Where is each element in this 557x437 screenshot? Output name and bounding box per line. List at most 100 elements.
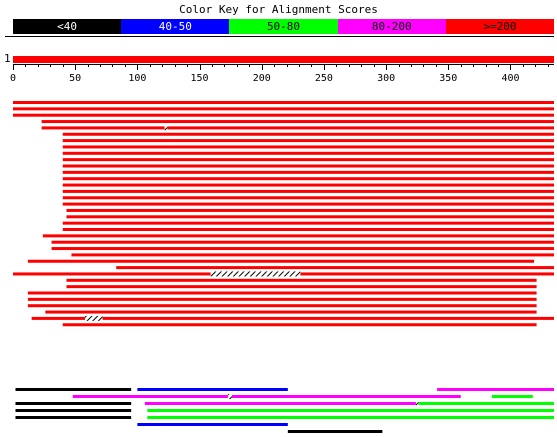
hit-segment	[41, 120, 554, 124]
hit-segment	[147, 409, 554, 412]
hit-segment	[45, 310, 537, 314]
hit-row	[66, 215, 555, 219]
hit-row	[62, 145, 554, 149]
hit-segment	[62, 177, 554, 181]
ruler-tick-label: 0	[10, 73, 16, 84]
hit-segment	[13, 107, 554, 111]
hit-segment	[491, 395, 533, 398]
key-50-80: 50-80	[229, 19, 338, 34]
hit-row	[27, 291, 537, 295]
hit-segment	[62, 170, 554, 174]
hit-segment	[66, 278, 537, 282]
hit-segment	[102, 316, 554, 320]
hit-row	[42, 234, 555, 238]
hit-segment	[13, 113, 554, 117]
hit-row	[71, 253, 554, 257]
hit-segment	[27, 297, 537, 301]
hit-segment	[51, 240, 555, 244]
hit-row	[41, 120, 554, 124]
key-gte200: >=200	[445, 19, 555, 34]
hit-segment	[116, 266, 555, 270]
hit-row	[13, 271, 554, 277]
hit-row	[41, 125, 554, 131]
hit-segment	[13, 101, 554, 104]
hit-row	[66, 208, 555, 212]
hit-segment	[27, 291, 537, 295]
key-label: 50-80	[266, 20, 301, 33]
key-80-200: 80-200	[337, 19, 446, 34]
hit-row	[137, 423, 288, 426]
hit-row	[15, 416, 554, 419]
hit-row	[62, 158, 554, 162]
hit-segment	[62, 164, 554, 168]
hit-segment	[62, 196, 554, 200]
hit-row	[13, 107, 554, 111]
hit-segment	[27, 304, 537, 308]
hit-row	[15, 401, 554, 406]
hit-segment	[62, 139, 554, 143]
hit-row	[62, 132, 554, 136]
hit-segment	[231, 395, 461, 398]
hit-segment	[62, 221, 554, 225]
ruler-tick-label: 400	[501, 73, 519, 84]
hit-row	[72, 394, 533, 399]
hit-row	[62, 228, 554, 231]
hit-row	[66, 278, 537, 282]
ruler-tick-label: 200	[253, 73, 271, 84]
hit-row	[13, 101, 554, 104]
ruler-tick-label: 50	[69, 73, 81, 84]
hit-gap	[85, 315, 103, 321]
hit-segment	[62, 183, 554, 187]
query-ruler: 0 50 100 150 200 250 300 350 400	[10, 56, 554, 84]
hit-segment	[42, 234, 555, 238]
hit-segment	[62, 202, 554, 206]
hit-segment	[62, 145, 554, 149]
hit-row	[51, 240, 555, 244]
hit-row	[27, 297, 537, 301]
hit-segment	[418, 402, 554, 405]
hit-list	[13, 101, 555, 433]
hit-row	[62, 151, 554, 155]
ruler-tick-label: 300	[377, 73, 395, 84]
hit-row	[66, 285, 537, 289]
hit-row	[62, 170, 554, 174]
ruler-tick-label: 100	[128, 73, 146, 84]
hit-segment	[137, 423, 288, 426]
hit-segment	[62, 189, 554, 193]
hit-row	[27, 304, 537, 308]
hit-segment	[71, 253, 554, 257]
hit-segment	[147, 416, 554, 419]
hit-segment	[62, 228, 554, 231]
hit-row	[62, 177, 554, 181]
key-lt40: <40	[13, 19, 122, 34]
hit-row	[62, 196, 554, 200]
hit-segment	[300, 272, 554, 276]
hit-row	[287, 430, 383, 433]
hit-row	[62, 221, 554, 225]
key-divider	[5, 36, 554, 37]
hit-segment	[62, 132, 554, 136]
query-bar	[13, 56, 554, 63]
ruler-tick-label: 150	[191, 73, 209, 84]
hit-row	[15, 409, 554, 412]
hit-row	[27, 259, 535, 263]
hit-row	[62, 139, 554, 143]
color-key: <40 40-50 50-80 80-200 >=200	[13, 19, 555, 34]
query-number: 1	[4, 52, 11, 65]
key-label: <40	[57, 20, 78, 33]
hit-row	[62, 202, 554, 206]
hit-segment	[15, 402, 132, 405]
hit-segment	[13, 272, 211, 276]
hit-segment	[72, 395, 229, 398]
hit-segment	[66, 285, 537, 289]
ruler-tick-label: 250	[315, 73, 333, 84]
hit-segment	[15, 416, 132, 419]
hit-segment	[27, 259, 535, 263]
hit-segment	[62, 151, 554, 155]
hit-segment	[51, 247, 555, 251]
hit-gap	[164, 125, 168, 131]
page-title: Color Key for Alignment Scores	[179, 3, 378, 16]
hit-row	[15, 388, 554, 391]
hit-segment	[15, 409, 132, 412]
